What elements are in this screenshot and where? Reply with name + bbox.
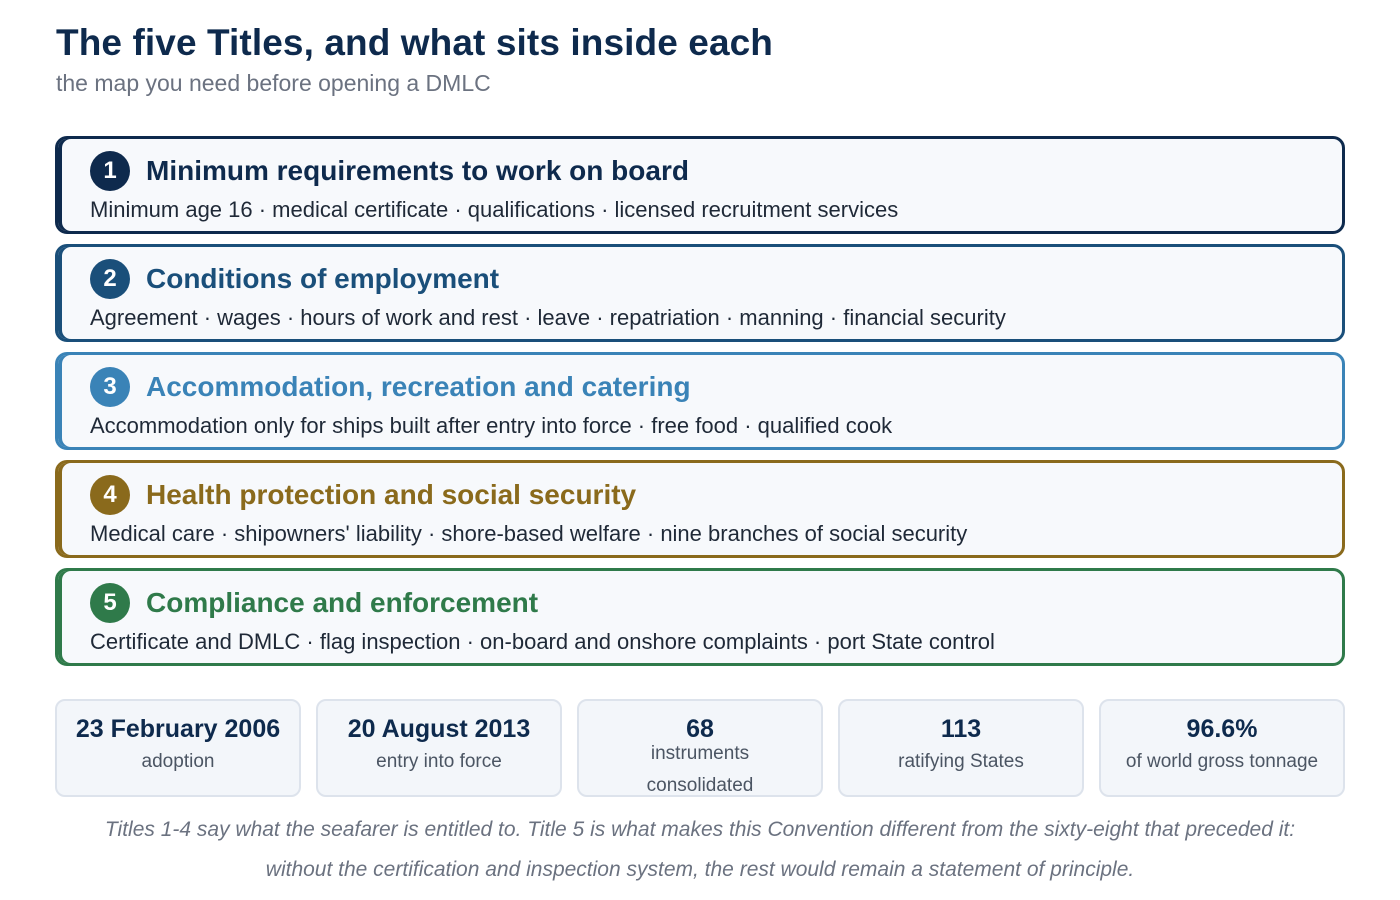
title-card-4: 4 Health protection and social security … [55, 460, 1345, 558]
title-contents: Agreement · wages · hours of work and re… [90, 305, 1006, 330]
title-heading: Accommodation, recreation and catering [146, 371, 691, 402]
title-card-2: 2 Conditions of employment Agreement · w… [55, 244, 1345, 342]
stat-label: of world gross tonnage [1125, 751, 1319, 772]
title-number-badge: 2 [90, 259, 130, 299]
stat-label: entry into force [376, 751, 502, 772]
title-contents: Medical care · shipowners' liability · s… [90, 521, 968, 546]
stat-value: 23 February 2006 [75, 715, 281, 743]
page-subtitle: the map you need before opening a DMLC [56, 70, 491, 96]
title-card-5: 5 Compliance and enforcement Certificate… [55, 568, 1345, 666]
stat-value: 68 [686, 715, 714, 743]
titles-list: 1 Minimum requirements to work on board … [55, 136, 1345, 676]
title-contents: Certificate and DMLC · flag inspection ·… [90, 629, 995, 654]
title-number-badge: 3 [90, 367, 130, 407]
title-heading: Conditions of employment [146, 263, 500, 294]
title-heading: Compliance and enforcement [146, 587, 539, 618]
title-card-1: 1 Minimum requirements to work on board … [55, 136, 1345, 234]
stat-gross-tonnage: 96.6% of world gross tonnage [1099, 699, 1345, 797]
stat-ratifying-states: 113 ratifying States [838, 699, 1084, 797]
stat-value: 20 August 2013 [347, 715, 531, 743]
title-card-3: 3 Accommodation, recreation and catering… [55, 352, 1345, 450]
title-contents: Accommodation only for ships built after… [90, 413, 893, 438]
stat-value: 96.6% [1186, 715, 1258, 743]
stat-label: instruments consolidated [646, 743, 754, 796]
title-number-badge: 4 [90, 475, 130, 515]
stat-label: adoption [141, 751, 215, 772]
stat-instruments: 68 instruments consolidated [577, 699, 823, 797]
stat-label: ratifying States [898, 751, 1024, 772]
title-number-badge: 5 [90, 583, 130, 623]
page-title: The five Titles, and what sits inside ea… [56, 22, 774, 63]
stat-value: 113 [940, 715, 982, 743]
title-number-badge: 1 [90, 151, 130, 191]
stat-adoption: 23 February 2006 adoption [55, 699, 301, 797]
title-contents: Minimum age 16 · medical certificate · q… [90, 197, 899, 222]
stats-row: 23 February 2006 adoption 20 August 2013… [55, 699, 1345, 797]
title-heading: Minimum requirements to work on board [146, 155, 689, 186]
stat-entry-into-force: 20 August 2013 entry into force [316, 699, 562, 797]
footnote: Titles 1-4 say what the seafarer is enti… [104, 818, 1296, 881]
title-heading: Health protection and social security [146, 479, 637, 510]
